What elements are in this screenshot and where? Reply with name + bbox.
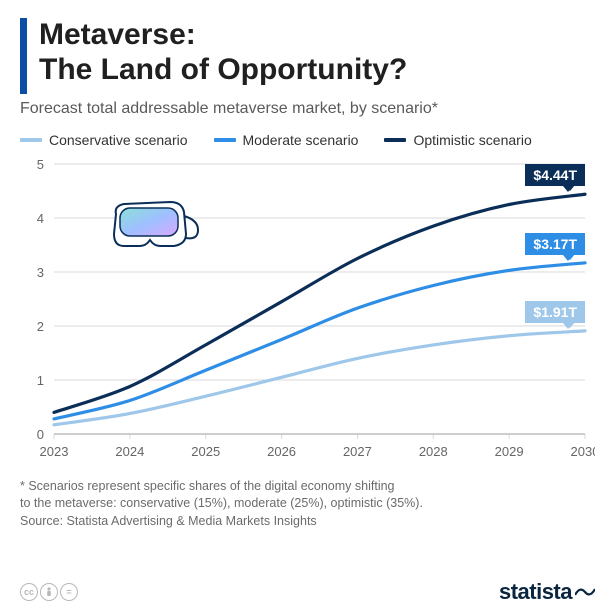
cc-icon: cc	[20, 583, 38, 601]
svg-text:2029: 2029	[495, 444, 524, 459]
line-chart: 0 1 2 3 4 5 2023 2024 2025 2026 2027 2028 2029 2030 $…	[20, 156, 595, 466]
svg-text:2026: 2026	[267, 444, 296, 459]
endpoint-label-conservative: $1.91T	[525, 301, 585, 323]
chart-title: Metaverse: The Land of Opportunity?	[39, 18, 407, 87]
legend-swatch	[214, 138, 236, 142]
legend-item-optimistic: Optimistic scenario	[384, 132, 531, 148]
svg-text:3: 3	[37, 265, 44, 280]
legend-label: Optimistic scenario	[413, 132, 531, 148]
title-block: Metaverse: The Land of Opportunity?	[20, 18, 595, 94]
cc-license-icons: cc =	[20, 583, 78, 601]
legend-swatch	[384, 138, 406, 142]
chart-subtitle: Forecast total addressable metaverse mar…	[20, 100, 595, 118]
svg-text:2025: 2025	[191, 444, 220, 459]
svg-text:5: 5	[37, 157, 44, 172]
chart-svg: 0 1 2 3 4 5 2023 2024 2025 2026 2027 2028 2029 2030	[20, 156, 595, 466]
cc-nd-icon: =	[60, 583, 78, 601]
footnote: * Scenarios represent specific shares of…	[20, 478, 595, 512]
accent-bar	[20, 18, 27, 94]
svg-text:2: 2	[37, 319, 44, 334]
legend-label: Conservative scenario	[49, 132, 188, 148]
legend-label: Moderate scenario	[243, 132, 359, 148]
source-line: Source: Statista Advertising & Media Mar…	[20, 514, 595, 528]
legend: Conservative scenario Moderate scenario …	[20, 132, 595, 148]
svg-text:2028: 2028	[419, 444, 448, 459]
legend-item-moderate: Moderate scenario	[214, 132, 359, 148]
statista-logo: statista	[499, 579, 595, 605]
svg-text:2024: 2024	[115, 444, 144, 459]
svg-text:2023: 2023	[40, 444, 69, 459]
cc-by-icon	[40, 583, 58, 601]
endpoint-label-optimistic: $4.44T	[525, 164, 585, 186]
vr-headset-icon	[110, 198, 202, 263]
svg-text:4: 4	[37, 211, 44, 226]
endpoint-label-moderate: $3.17T	[525, 233, 585, 255]
footer: cc = statista	[20, 579, 595, 605]
legend-item-conservative: Conservative scenario	[20, 132, 188, 148]
legend-swatch	[20, 138, 42, 142]
statista-wave-icon	[575, 586, 595, 598]
svg-text:1: 1	[37, 373, 44, 388]
brand-text: statista	[499, 579, 572, 605]
svg-text:2030: 2030	[571, 444, 595, 459]
svg-text:0: 0	[37, 427, 44, 442]
svg-text:2027: 2027	[343, 444, 372, 459]
